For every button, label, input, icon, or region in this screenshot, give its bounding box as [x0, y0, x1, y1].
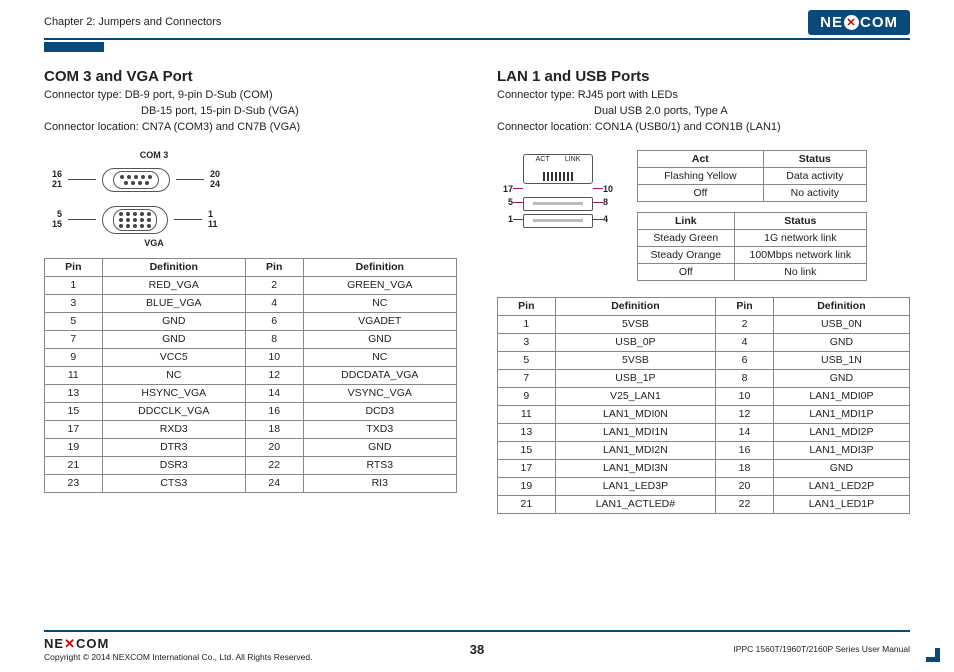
table-row: 11NC12DDCDATA_VGA: [45, 366, 457, 384]
right-conn-line1: Connector type: RJ45 port with LEDs: [497, 89, 678, 101]
vga-diagram: 515 111 VGA: [44, 206, 264, 248]
rj45-icon: ACTLINK: [523, 154, 593, 184]
lead-line-icon: [176, 179, 204, 180]
db15-shell-icon: [102, 206, 168, 234]
main-content: COM 3 and VGA Port Connector type: DB-9 …: [0, 52, 954, 514]
left-column: COM 3 and VGA Port Connector type: DB-9 …: [44, 68, 457, 514]
left-conn-line3: Connector location: CN7A (COM3) and CN7B…: [44, 121, 300, 133]
table-row: 19DTR320GND: [45, 438, 457, 456]
table-row: 19LAN1_LED3P20LAN1_LED2P: [498, 477, 910, 495]
manual-name: IPPC 1560T/1960T/2160P Series User Manua…: [733, 644, 910, 654]
table-row: Flashing YellowData activity: [638, 167, 867, 184]
table-row: 17RXD318TXD3: [45, 420, 457, 438]
page-header: Chapter 2: Jumpers and Connectors NE✕COM: [0, 0, 954, 36]
left-conn-line2: DB-15 port, 15-pin D-Sub (VGA): [44, 104, 457, 120]
lead-line-icon: [68, 179, 96, 180]
table-row: 55VSB6USB_1N: [498, 351, 910, 369]
right-conn-line2: Dual USB 2.0 ports, Type A: [497, 104, 910, 120]
left-conn-info: Connector type: DB-9 port, 9-pin D-Sub (…: [44, 88, 457, 136]
table-row: 11LAN1_MDI0N12LAN1_MDI1P: [498, 405, 910, 423]
table-row: OffNo activity: [638, 184, 867, 201]
chapter-label: Chapter 2: Jumpers and Connectors: [44, 16, 221, 28]
table-row: 13HSYNC_VGA14VSYNC_VGA: [45, 384, 457, 402]
copyright: Copyright © 2014 NEXCOM International Co…: [44, 652, 312, 662]
right-column: LAN 1 and USB Ports Connector type: RJ45…: [497, 68, 910, 514]
table-row: OffNo link: [638, 263, 867, 280]
left-conn-line1: Connector type: DB-9 port, 9-pin D-Sub (…: [44, 89, 273, 101]
left-title: COM 3 and VGA Port: [44, 68, 457, 85]
header-rule: [0, 38, 954, 52]
act-status-table: ActStatus Flashing YellowData activityOf…: [637, 150, 867, 202]
page-footer: NE✕COM Copyright © 2014 NEXCOM Internati…: [44, 630, 910, 662]
com3-diagram: COM 3 1621 2024: [44, 150, 264, 192]
table-header-row: Pin Definition Pin Definition: [45, 258, 457, 276]
table-row: 3USB_0P4GND: [498, 333, 910, 351]
status-tables: ActStatus Flashing YellowData activityOf…: [637, 150, 867, 291]
table-row: 3BLUE_VGA4NC: [45, 294, 457, 312]
lead-line-icon: [68, 219, 96, 220]
page-number: 38: [470, 642, 484, 657]
lan-top-row: ACTLINK 17 10 5 8: [497, 150, 910, 291]
com3-caption: COM 3: [44, 150, 264, 160]
table-row: 1RED_VGA2GREEN_VGA: [45, 276, 457, 294]
link-status-table: LinkStatus Steady Green1G network linkSt…: [637, 212, 867, 281]
table-row: 5GND6VGADET: [45, 312, 457, 330]
left-pin-table: Pin Definition Pin Definition 1RED_VGA2G…: [44, 258, 457, 493]
table-row: 7GND8GND: [45, 330, 457, 348]
usb-slot-icon: [523, 214, 593, 228]
table-row: 23CTS324RI3: [45, 474, 457, 492]
table-header-row: Pin Definition Pin Definition: [498, 297, 910, 315]
table-row: 17LAN1_MDI3N18GND: [498, 459, 910, 477]
table-row: 15VSB2USB_0N: [498, 315, 910, 333]
footer-logo: NE✕COM: [44, 636, 109, 651]
table-row: 15DDCCLK_VGA16DCD3: [45, 402, 457, 420]
header-tab-icon: [44, 42, 104, 52]
table-row: 7USB_1P8GND: [498, 369, 910, 387]
right-conn-info: Connector type: RJ45 port with LEDs Dual…: [497, 88, 910, 136]
corner-mark-icon: [926, 648, 940, 662]
table-row: 15LAN1_MDI2N16LAN1_MDI3P: [498, 441, 910, 459]
lan-diagram: ACTLINK 17 10 5 8: [497, 154, 619, 228]
table-row: 9VCC510NC: [45, 348, 457, 366]
right-pin-table: Pin Definition Pin Definition 15VSB2USB_…: [497, 297, 910, 514]
vga-caption: VGA: [44, 238, 264, 248]
right-title: LAN 1 and USB Ports: [497, 68, 910, 85]
table-row: 21LAN1_ACTLED#22LAN1_LED1P: [498, 495, 910, 513]
logo-x-icon: ✕: [844, 15, 859, 30]
right-conn-line3: Connector location: CON1A (USB0/1) and C…: [497, 121, 781, 133]
table-row: Steady Orange100Mbps network link: [638, 246, 867, 263]
usb-slot-icon: [523, 197, 593, 211]
header-hr: [44, 38, 910, 40]
nexcom-logo: NE✕COM: [808, 10, 910, 35]
db9-shell-icon: [102, 168, 170, 192]
table-row: 21DSR322RTS3: [45, 456, 457, 474]
table-row: 9V25_LAN110LAN1_MDI0P: [498, 387, 910, 405]
table-row: Steady Green1G network link: [638, 229, 867, 246]
lead-line-icon: [174, 219, 202, 220]
table-row: 13LAN1_MDI1N14LAN1_MDI2P: [498, 423, 910, 441]
